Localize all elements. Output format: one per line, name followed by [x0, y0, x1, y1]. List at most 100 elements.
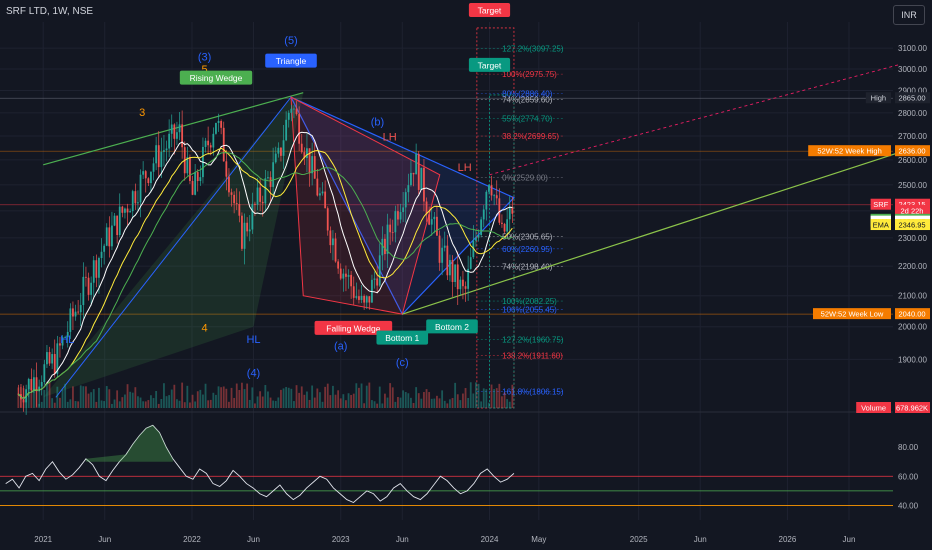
axis-tag-value: 678.962K: [896, 404, 928, 413]
candle-body: [355, 296, 358, 298]
candle-body: [27, 379, 30, 390]
volume-bar: [410, 397, 412, 408]
candle-body: [376, 278, 379, 286]
volume-bar: [194, 401, 197, 408]
volume-bar: [113, 399, 116, 408]
volume-bar: [124, 394, 126, 408]
volume-bar: [436, 395, 438, 408]
volume-bar: [394, 401, 397, 408]
volume-bar: [365, 385, 368, 408]
candle-body: [100, 251, 103, 259]
volume-bar: [100, 400, 103, 408]
volume-bar: [90, 392, 93, 408]
fib-level-label: 100%(2975.75): [502, 70, 557, 79]
candle-body: [124, 208, 126, 213]
candle-body: [38, 386, 41, 392]
volume-bar: [51, 398, 54, 408]
x-tick-label: Jun: [843, 535, 856, 544]
candle-body: [113, 215, 116, 226]
volume-bar: [311, 385, 314, 408]
volume-bar: [144, 401, 147, 408]
axis-tag-name: SRF: [873, 200, 888, 209]
candle-body: [48, 352, 51, 364]
volume-bar: [449, 399, 451, 408]
volume-bar: [485, 389, 488, 408]
volume-bar: [376, 403, 379, 408]
candle-body: [170, 124, 173, 134]
candle-body: [350, 274, 353, 287]
candle-body: [204, 140, 207, 147]
volume-bar: [477, 383, 480, 408]
volume-bar: [87, 393, 90, 408]
volume-bar: [53, 402, 56, 408]
volume-bar: [95, 401, 98, 408]
x-tick-label: Jun: [247, 535, 260, 544]
volume-bar: [321, 401, 324, 408]
axis-tag-value: 2d 22h: [901, 206, 924, 215]
volume-bar: [373, 401, 376, 408]
candle-body: [407, 185, 410, 193]
price-tick-label: 3100.00: [898, 44, 927, 53]
volume-bar: [243, 389, 246, 408]
candle-body: [360, 295, 363, 300]
x-tick-label: 2024: [481, 535, 499, 544]
candle-body: [454, 264, 457, 283]
candle-body: [196, 172, 199, 182]
candle-body: [300, 143, 303, 153]
wave-label: (b): [371, 116, 384, 128]
volume-bar: [160, 398, 163, 408]
axis-tag-value: 2865.00: [898, 94, 925, 103]
currency-button[interactable]: INR: [893, 5, 925, 25]
candle-body: [488, 185, 490, 192]
candle-body: [220, 120, 223, 128]
volume-bar: [456, 394, 459, 408]
candle-body: [394, 211, 397, 233]
candle-body: [285, 119, 288, 141]
candle-body: [176, 132, 178, 139]
candle-body: [459, 279, 462, 290]
volume-bar: [163, 383, 165, 408]
price-tick-label: 2500.00: [898, 181, 927, 190]
volume-bar: [126, 384, 129, 408]
volume-bar: [282, 388, 285, 408]
volume-bar: [150, 395, 152, 408]
volume-bar: [256, 396, 259, 408]
volume-bar: [33, 388, 35, 408]
volume-bar: [342, 394, 345, 408]
volume-bar: [438, 398, 441, 408]
x-tick-label: 2026: [779, 535, 797, 544]
candle-body: [121, 206, 124, 213]
fib-level-label: 38.2%(2699.65): [502, 132, 559, 141]
volume-bar: [399, 397, 402, 408]
volume-bar: [389, 383, 392, 408]
candle-body: [199, 177, 202, 182]
candle-body: [147, 178, 150, 184]
fib-level-label: 100%(2082.25): [502, 297, 557, 306]
pattern-label-text: Rising Wedge: [190, 73, 243, 83]
candle-body: [495, 195, 498, 199]
candle-body: [163, 150, 165, 152]
axis-tag-value-box: [895, 219, 930, 231]
candle-body: [72, 308, 74, 317]
volume-bar: [358, 387, 360, 408]
fib-level-label: 127.2%(1960.75): [502, 335, 564, 344]
candle-body: [105, 227, 108, 246]
volume-bar: [173, 384, 176, 408]
volume-bar: [131, 392, 134, 408]
volume-bar: [480, 401, 483, 408]
volume-bar: [417, 393, 420, 408]
candle-body: [235, 203, 238, 204]
candle-body: [56, 343, 59, 374]
candle-body: [259, 187, 262, 202]
volume-bar: [511, 384, 514, 408]
volume-bar: [30, 388, 33, 408]
candle-body: [61, 337, 64, 346]
candle-body: [436, 216, 438, 236]
candle-body: [506, 219, 509, 232]
volume-bar: [352, 393, 355, 408]
volume-bar: [46, 382, 48, 408]
volume-bar: [165, 396, 168, 408]
volume-bar: [295, 385, 298, 408]
